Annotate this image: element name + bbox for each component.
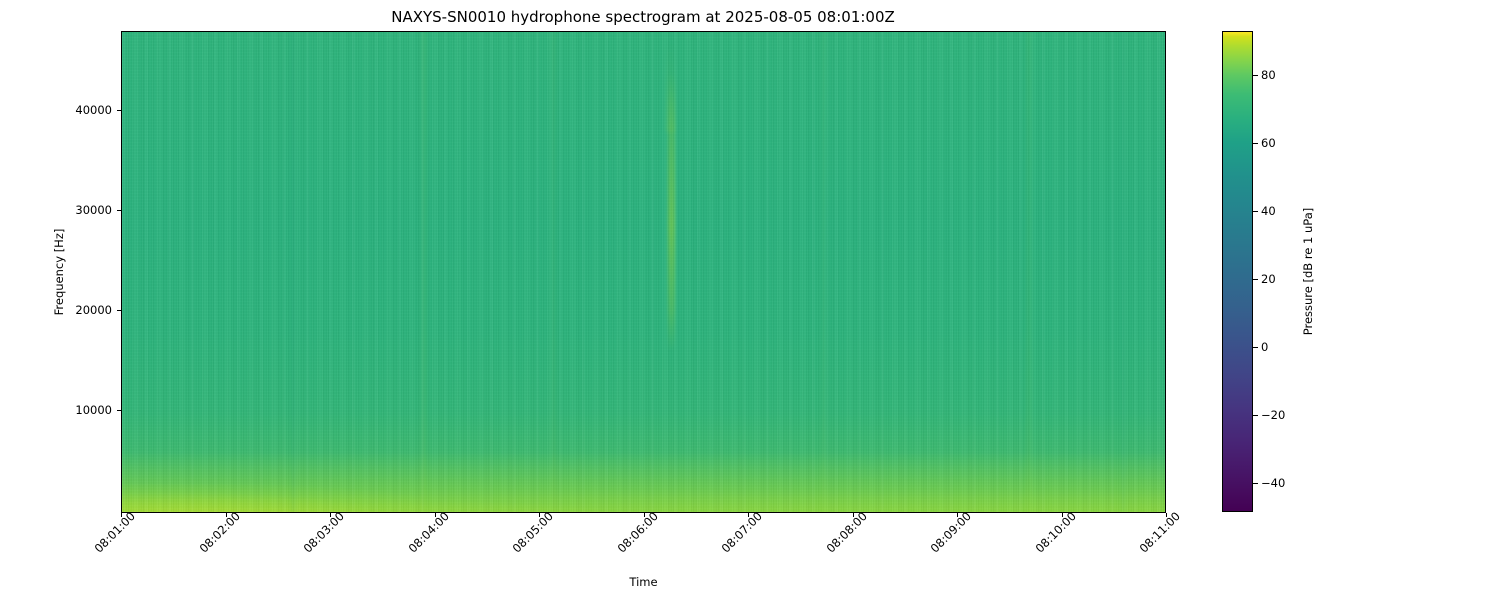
colorbar-tick-label-0: 0 xyxy=(1261,340,1269,354)
y-tick-label-30000: 30000 xyxy=(75,203,112,217)
y-axis-label: Frequency [Hz] xyxy=(52,228,66,316)
colorbar-tick-minus20 xyxy=(1253,415,1258,417)
x-tick-0 xyxy=(121,513,123,517)
transient-streak xyxy=(668,72,675,352)
transient-streak-upper xyxy=(666,42,675,132)
y-tick-20000 xyxy=(117,310,121,312)
x-axis-label: Time xyxy=(629,575,658,589)
vertical-darkening-b xyxy=(1122,32,1125,512)
vertical-brightening-b xyxy=(552,32,555,512)
spectrogram-image xyxy=(122,32,1165,512)
x-tick-label-2: 08:03:00 xyxy=(300,509,347,556)
x-tick-label-0: 08:01:00 xyxy=(91,509,138,556)
colorbar[interactable] xyxy=(1222,31,1253,512)
colorbar-tick-20 xyxy=(1253,279,1258,281)
vertical-brightening-a xyxy=(422,32,426,512)
x-tick-2 xyxy=(330,513,332,517)
x-tick-9 xyxy=(1061,513,1063,517)
colorbar-tick-40 xyxy=(1253,211,1258,213)
x-tick-label-3: 08:04:00 xyxy=(405,509,452,556)
x-tick-label-8: 08:09:00 xyxy=(927,509,974,556)
x-tick-label-10: 08:11:00 xyxy=(1136,509,1183,556)
y-tick-40000 xyxy=(117,110,121,112)
colorbar-tick-label-minus40: −40 xyxy=(1261,476,1286,490)
colorbar-tick-label-40: 40 xyxy=(1261,204,1276,218)
colorbar-tick-label-80: 80 xyxy=(1261,68,1276,82)
x-tick-10 xyxy=(1166,513,1168,517)
x-tick-label-4: 08:05:00 xyxy=(509,509,556,556)
x-tick-label-7: 08:08:00 xyxy=(823,509,870,556)
colorbar-label: Pressure [dB re 1 uPa] xyxy=(1301,207,1315,336)
spectrogram-noise-texture-horizontal xyxy=(122,32,1165,512)
x-tick-4 xyxy=(539,513,541,517)
spectrogram-background-layer xyxy=(122,32,1165,512)
x-tick-8 xyxy=(957,513,959,517)
vertical-darkening-a xyxy=(292,32,295,512)
x-tick-5 xyxy=(643,513,645,517)
y-tick-label-10000: 10000 xyxy=(75,403,112,417)
x-tick-label-6: 08:07:00 xyxy=(718,509,765,556)
colorbar-tick-0 xyxy=(1253,347,1258,349)
colorbar-tick-60 xyxy=(1253,143,1258,145)
vertical-brightening-d xyxy=(1027,32,1031,512)
x-tick-label-5: 08:06:00 xyxy=(614,509,661,556)
page-title: NAXYS-SN0010 hydrophone spectrogram at 2… xyxy=(391,8,895,26)
x-tick-1 xyxy=(225,513,227,517)
y-tick-10000 xyxy=(117,410,121,412)
low-frequency-haze-layer xyxy=(122,412,1165,512)
x-tick-6 xyxy=(748,513,750,517)
y-tick-label-20000: 20000 xyxy=(75,303,112,317)
spectrogram-noise-texture xyxy=(122,32,1165,512)
y-tick-30000 xyxy=(117,210,121,212)
colorbar-tick-80 xyxy=(1253,75,1258,77)
x-tick-7 xyxy=(852,513,854,517)
colorbar-tick-minus40 xyxy=(1253,483,1258,485)
y-tick-label-40000: 40000 xyxy=(75,103,112,117)
x-tick-label-1: 08:02:00 xyxy=(196,509,243,556)
vertical-brightening-c xyxy=(822,32,825,512)
x-tick-label-9: 08:10:00 xyxy=(1032,509,1079,556)
low-frequency-band-hotspot-secondary xyxy=(122,497,682,512)
colorbar-tick-label-20: 20 xyxy=(1261,272,1276,286)
spectrogram-axes[interactable] xyxy=(121,31,1166,513)
colorbar-tick-label-60: 60 xyxy=(1261,136,1276,150)
spectrogram-noise-texture-coarse xyxy=(122,32,1165,512)
x-tick-3 xyxy=(434,513,436,517)
colorbar-tick-label-minus20: −20 xyxy=(1261,408,1286,422)
